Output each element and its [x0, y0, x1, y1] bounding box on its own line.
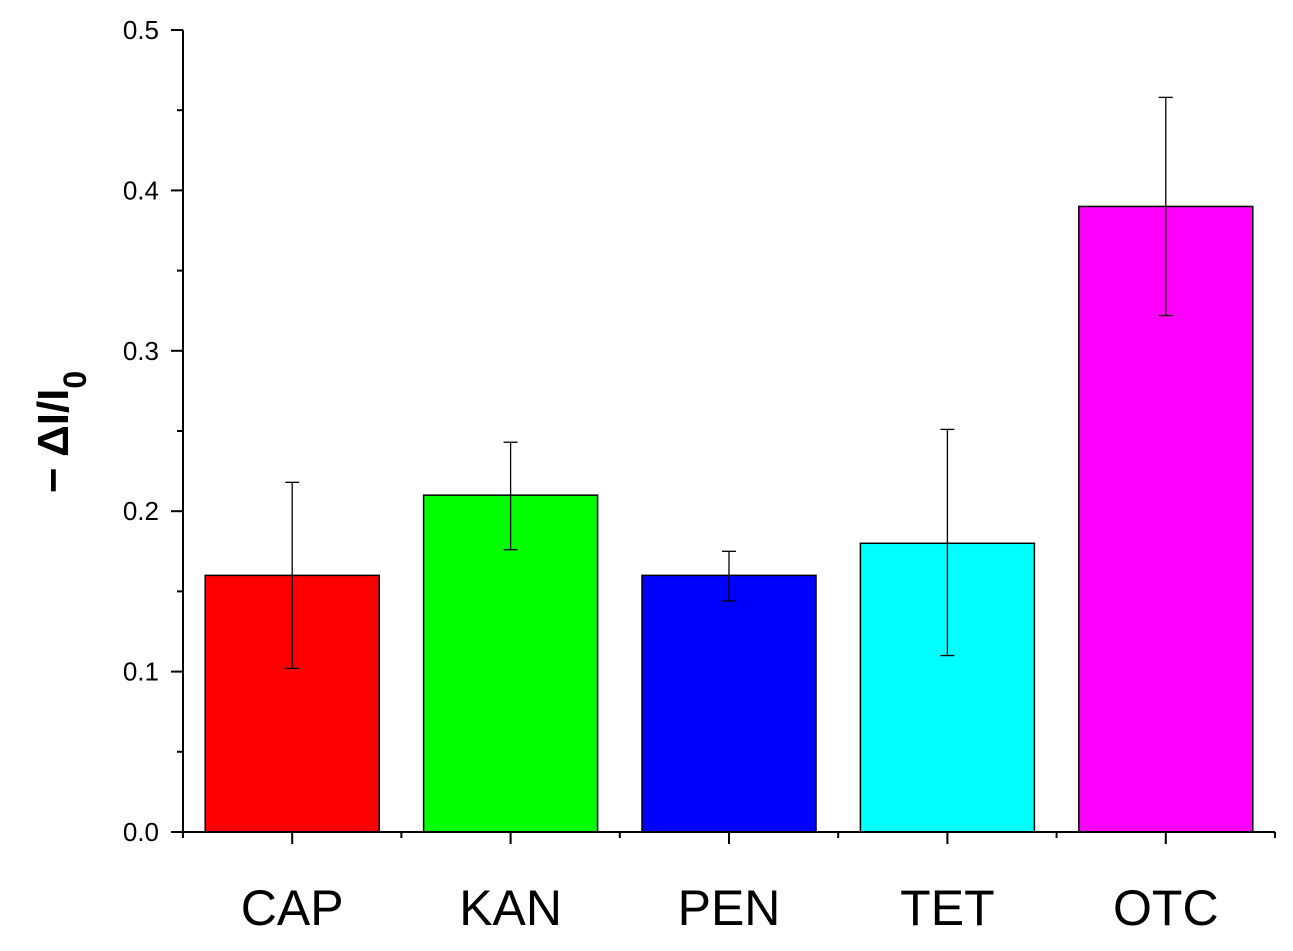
- category-label-otc: OTC: [1113, 880, 1219, 936]
- category-label-kan: KAN: [459, 880, 562, 936]
- category-label-pen: PEN: [678, 880, 781, 936]
- bar-pen: [641, 574, 817, 833]
- error-bars-group: [285, 96, 1173, 670]
- bars-group: [204, 205, 1254, 833]
- y-axis-title-prefix: −: [29, 457, 78, 493]
- y-tick-label: 0.4: [123, 175, 159, 205]
- y-axis-title: − ΔI/I0: [29, 371, 93, 493]
- bar-kan: [422, 494, 599, 833]
- y-tick-label: 0.0: [123, 817, 159, 847]
- y-tick-label: 0.5: [123, 15, 159, 45]
- category-labels-group: CAP KAN PEN TET OTC: [241, 880, 1219, 936]
- y-axis-title-subscript: 0: [57, 371, 93, 389]
- y-tick-label: 0.3: [123, 336, 159, 366]
- category-label-tet: TET: [900, 880, 994, 936]
- y-axis-title-main: ΔI/I: [29, 389, 78, 457]
- y-tick-label: 0.1: [123, 657, 159, 687]
- y-ticks-group: 0.0 0.1 0.2 0.3 0.4 0.5: [123, 15, 183, 847]
- category-label-cap: CAP: [241, 880, 344, 936]
- y-tick-label: 0.2: [123, 496, 159, 526]
- x-ticks-group: [182, 832, 1276, 844]
